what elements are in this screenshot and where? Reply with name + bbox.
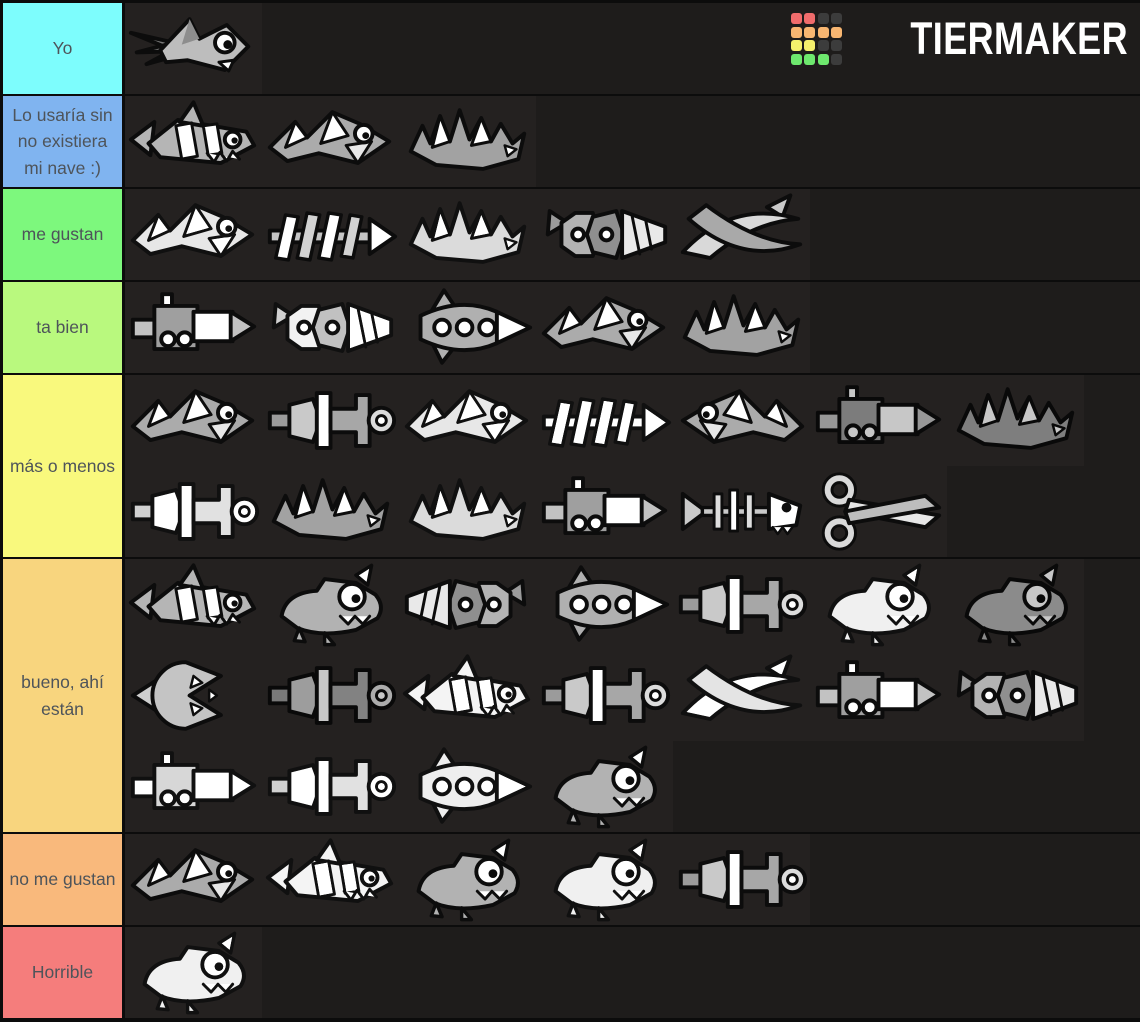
drill-ship-icon[interactable] [262, 282, 399, 373]
mech-wrench-ship-icon[interactable] [262, 741, 399, 832]
block-tank-ship-icon[interactable] [125, 282, 262, 373]
mech-wrench-ship-icon[interactable] [536, 650, 673, 741]
logo-grid-tile [817, 13, 829, 24]
logo-grid-tile [817, 40, 829, 51]
tier-items-area [125, 96, 1140, 187]
block-tank-ship-icon[interactable] [810, 375, 947, 466]
drill-ship-icon[interactable] [536, 189, 673, 280]
logo-grid-tile [790, 40, 802, 51]
logo-grid-tile [804, 26, 815, 38]
logo-grid-tile [790, 13, 802, 24]
tier-label: más o menos [3, 375, 125, 557]
tier-row-8: Horrible [3, 927, 1140, 1018]
goofy-creature-ship-icon[interactable] [399, 834, 536, 925]
block-tank-ship-icon[interactable] [536, 466, 673, 557]
fish-ship-icon[interactable] [125, 3, 262, 94]
logo-grid-tile [790, 26, 802, 38]
logo-grid-tile [790, 53, 802, 65]
fish-skeleton-ship-icon[interactable] [673, 466, 810, 557]
spiky-dragon-ship-icon[interactable] [262, 466, 399, 557]
spiky-dragon-ship-icon[interactable] [673, 282, 810, 373]
tier-label: Lo usaría sin no existiera mi nave :) [3, 96, 125, 187]
logo-grid-tile [804, 40, 815, 51]
tier-row-2: Lo usaría sin no existiera mi nave :) [3, 96, 1140, 189]
tier-row-5: más o menos [3, 375, 1140, 559]
porthole-submarine-ship-icon[interactable] [399, 282, 536, 373]
logo-grid-tile [804, 13, 815, 24]
goofy-creature-ship-icon[interactable] [262, 559, 399, 650]
striped-shark-ship-icon[interactable] [125, 559, 262, 650]
angular-shark-ship-icon[interactable] [125, 834, 262, 925]
mech-wrench-ship-icon[interactable] [673, 834, 810, 925]
angular-shark-ship-icon[interactable] [536, 282, 673, 373]
fishbone-blade-ship-icon[interactable] [536, 375, 673, 466]
angular-shark-ship-icon[interactable] [125, 189, 262, 280]
block-tank-ship-icon[interactable] [810, 650, 947, 741]
mech-wrench-ship-icon[interactable] [125, 466, 262, 557]
logo-grid-tile [804, 53, 815, 65]
angular-shark-ship-icon[interactable] [262, 96, 399, 187]
spiky-dragon-ship-icon[interactable] [399, 466, 536, 557]
angular-shark-ship-icon[interactable] [399, 375, 536, 466]
fishbone-blade-ship-icon[interactable] [262, 189, 399, 280]
tier-items-area [125, 927, 1140, 1018]
spiky-dragon-ship-icon[interactable] [399, 189, 536, 280]
mech-wrench-ship-icon[interactable] [673, 559, 810, 650]
tier-row-1: Yo [3, 3, 1140, 96]
logo-grid-tile [817, 53, 829, 65]
logo-grid-tile [817, 26, 829, 38]
goofy-creature-ship-icon[interactable] [125, 927, 262, 1018]
chomper-drill-ship-icon[interactable] [125, 650, 262, 741]
tier-items-area [125, 559, 1140, 832]
logo-grid-tile [831, 13, 842, 24]
goofy-creature-ship-icon[interactable] [810, 559, 947, 650]
mech-wrench-ship-icon[interactable] [262, 650, 399, 741]
striped-shark-ship-icon[interactable] [399, 650, 536, 741]
tier-items-area [125, 834, 1140, 925]
tier-row-6: bueno, ahí están [3, 559, 1140, 834]
striped-shark-ship-icon[interactable] [125, 96, 262, 187]
spiky-dragon-ship-icon[interactable] [399, 96, 536, 187]
drill-ship-icon[interactable] [947, 650, 1084, 741]
tier-items-area [125, 3, 1140, 94]
tier-label: Horrible [3, 927, 125, 1018]
tier-label: no me gustan [3, 834, 125, 925]
tiermaker-logo[interactable]: TIERMAKER [790, 13, 1129, 65]
spiky-dragon-ship-icon[interactable] [947, 375, 1084, 466]
tier-label: Yo [3, 3, 125, 94]
angular-shark-ship-icon[interactable] [673, 375, 810, 466]
striped-shark-ship-icon[interactable] [262, 834, 399, 925]
tier-items-area [125, 282, 1140, 373]
tiermaker-grid-icon [790, 13, 842, 65]
tiermaker-logo-text: TIERMAKER [910, 13, 1128, 65]
tier-label: ta bien [3, 282, 125, 373]
goofy-creature-ship-icon[interactable] [536, 741, 673, 832]
logo-grid-tile [831, 53, 842, 65]
tier-row-4: ta bien [3, 282, 1140, 375]
porthole-submarine-ship-icon[interactable] [399, 741, 536, 832]
mech-wrench-ship-icon[interactable] [262, 375, 399, 466]
curved-blade-ship-icon[interactable] [673, 650, 810, 741]
angular-shark-ship-icon[interactable] [125, 375, 262, 466]
goofy-creature-ship-icon[interactable] [536, 834, 673, 925]
tier-label: bueno, ahí están [3, 559, 125, 832]
tier-label: me gustan [3, 189, 125, 280]
tier-items-area [125, 375, 1140, 557]
tier-row-3: me gustan [3, 189, 1140, 282]
tier-row-7: no me gustan [3, 834, 1140, 927]
porthole-submarine-ship-icon[interactable] [536, 559, 673, 650]
logo-grid-tile [831, 40, 842, 51]
drill-ship-icon[interactable] [399, 559, 536, 650]
goofy-creature-ship-icon[interactable] [947, 559, 1084, 650]
scissors-ship-icon[interactable] [810, 466, 947, 557]
logo-grid-tile [831, 26, 842, 38]
block-tank-ship-icon[interactable] [125, 741, 262, 832]
tier-items-area [125, 189, 1140, 280]
curved-blade-ship-icon[interactable] [673, 189, 810, 280]
